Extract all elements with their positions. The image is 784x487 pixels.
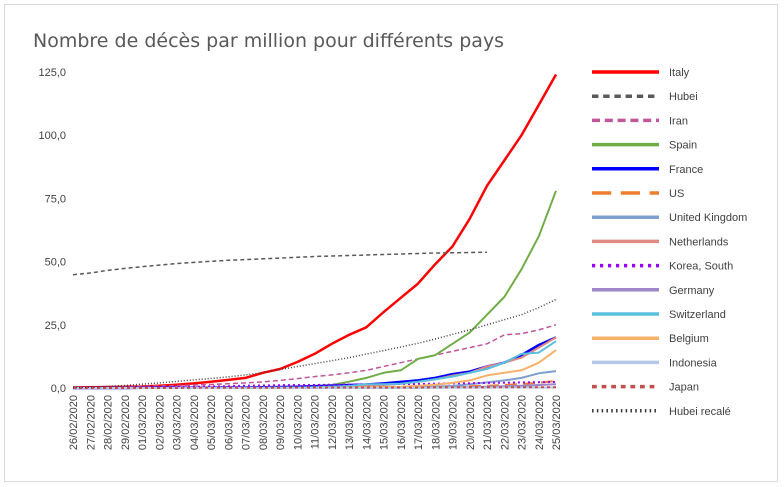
legend-label: Belgium xyxy=(669,333,709,345)
x-tick-label: 06/03/2020 xyxy=(223,395,235,450)
legend-label: France xyxy=(669,164,703,176)
x-tick-label: 03/03/2020 xyxy=(172,395,184,450)
x-tick-label: 02/03/2020 xyxy=(154,395,166,450)
legend-label: Hubei recalé xyxy=(669,406,731,418)
chart-title: Nombre de décès par million pour différe… xyxy=(33,30,505,52)
x-tick-label: 22/03/2020 xyxy=(499,395,511,450)
legend-label: Hubei xyxy=(669,91,698,103)
x-tick-label: 25/03/2020 xyxy=(551,395,563,450)
x-tick-label: 07/03/2020 xyxy=(241,395,253,450)
series-line-italy xyxy=(72,73,558,389)
legend: Italy Hubei Iran Spain France US United Kingdo… xyxy=(592,67,747,418)
x-tick-label: 28/02/2020 xyxy=(103,395,115,450)
x-tick-label: 29/02/2020 xyxy=(120,395,132,450)
x-tick-label: 19/03/2020 xyxy=(448,395,460,450)
series-line-hubei xyxy=(72,251,488,276)
series-lines xyxy=(72,73,558,390)
y-axis: 0,0 25,0 50,0 75,0 100,0 125,0 xyxy=(38,67,66,395)
x-tick-label: 09/03/2020 xyxy=(275,395,287,450)
x-tick-label: 26/02/2020 xyxy=(68,395,80,450)
series-line-hubei-recal- xyxy=(72,298,557,389)
series-line-france xyxy=(73,336,557,390)
legend-label: Switzerland xyxy=(669,309,726,321)
series-line-japan xyxy=(73,386,556,389)
x-tick-label: 05/03/2020 xyxy=(206,395,218,450)
y-tick-label: 25,0 xyxy=(45,320,66,332)
x-tick-label: 18/03/2020 xyxy=(430,395,442,450)
x-tick-label: 13/03/2020 xyxy=(344,395,356,450)
legend-label: US xyxy=(669,188,684,200)
x-tick-label: 27/02/2020 xyxy=(85,395,97,450)
x-tick-label: 12/03/2020 xyxy=(327,395,339,450)
x-tick-label: 16/03/2020 xyxy=(396,395,408,450)
series-line-netherlands xyxy=(73,336,557,389)
x-axis: 26/02/2020 27/02/2020 28/02/2020 29/02/2020… xyxy=(68,387,563,450)
x-tick-label: 23/03/2020 xyxy=(517,395,529,450)
legend-label: Indonesia xyxy=(669,357,718,369)
legend-label: Spain xyxy=(669,140,697,152)
x-tick-label: 24/03/2020 xyxy=(534,395,546,450)
x-tick-label: 04/03/2020 xyxy=(189,395,201,450)
legend-label: Italy xyxy=(669,67,690,79)
y-tick-label: 125,0 xyxy=(38,67,66,79)
y-tick-label: 0,0 xyxy=(51,383,66,395)
series-line-switzerland xyxy=(73,340,557,389)
x-tick-label: 21/03/2020 xyxy=(482,395,494,450)
legend-label: Netherlands xyxy=(669,236,729,248)
y-tick-label: 75,0 xyxy=(45,193,66,205)
series-line-spain xyxy=(73,190,557,389)
x-tick-label: 15/03/2020 xyxy=(379,395,391,450)
x-tick-label: 17/03/2020 xyxy=(413,395,425,450)
y-tick-label: 100,0 xyxy=(38,130,66,142)
x-tick-label: 08/03/2020 xyxy=(258,395,270,450)
legend-label: United Kingdom xyxy=(669,212,747,224)
x-tick-label: 14/03/2020 xyxy=(361,395,373,450)
x-tick-label: 01/03/2020 xyxy=(137,395,149,450)
x-tick-label: 20/03/2020 xyxy=(465,395,477,450)
x-tick-label: 10/03/2020 xyxy=(292,395,304,450)
legend-label: Japan xyxy=(669,382,699,394)
legend-label: Korea, South xyxy=(669,261,733,273)
x-tick-label: 11/03/2020 xyxy=(310,395,322,449)
y-tick-label: 50,0 xyxy=(45,257,66,269)
legend-label: Iran xyxy=(669,115,688,127)
series-line-iran xyxy=(72,324,557,389)
legend-label: Germany xyxy=(669,285,715,297)
